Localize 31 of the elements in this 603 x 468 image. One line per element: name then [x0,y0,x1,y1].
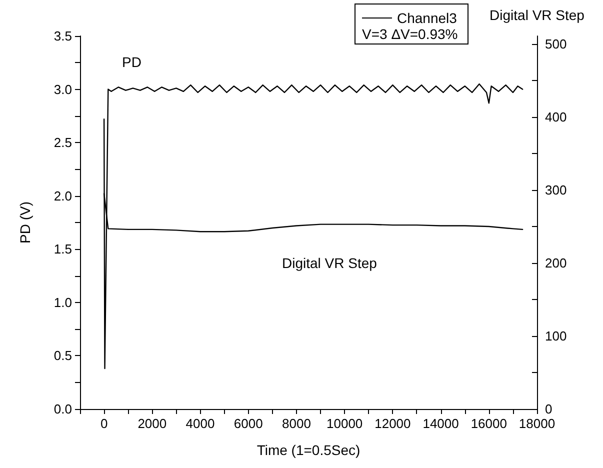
y2-tick-label: 100 [545,328,567,344]
y2-tick-label: 200 [545,256,567,271]
annotation: V=3 ΔV=0.93% [362,26,458,42]
x-tick-label: 12000 [374,416,411,431]
y2-axis-title: Digital VR Step [490,7,585,23]
y2-tick-label: 300 [545,182,567,198]
y-tick-label: 0.5 [54,348,72,364]
y2-tick-label: 400 [545,110,567,125]
y2-tick-label: 500 [545,36,567,52]
y-tick-label: 0.0 [54,402,72,416]
y-tick-label: 1.5 [54,242,72,257]
x-tick-label: 18000 [518,416,556,431]
annotation: PD [122,54,142,70]
x-tick-label: 10000 [326,416,363,431]
legend-label: Channel3 [397,10,458,26]
y-tick-label: 1.0 [54,294,72,310]
x-tick-label: 14000 [422,416,459,431]
x-tick-label: 0 [100,416,108,431]
y-tick-label: 3.5 [54,28,72,44]
x-axis-title: Time (1=0.5Sec) [256,442,360,458]
y2-tick-label: 0 [545,402,552,416]
annotation: Digital VR Step [282,255,378,271]
x-tick-label: 2000 [138,416,167,431]
x-tick-label: 6000 [234,416,263,431]
y-tick-label: 3.0 [54,82,72,97]
y-axis-title: PD (V) [17,202,33,244]
y-tick-label: 2.5 [54,135,72,150]
x-tick-label: 4000 [186,416,215,431]
y-tick-label: 2.0 [54,188,72,204]
x-tick-label: 8000 [282,416,311,431]
x-tick-label: 16000 [470,416,507,431]
